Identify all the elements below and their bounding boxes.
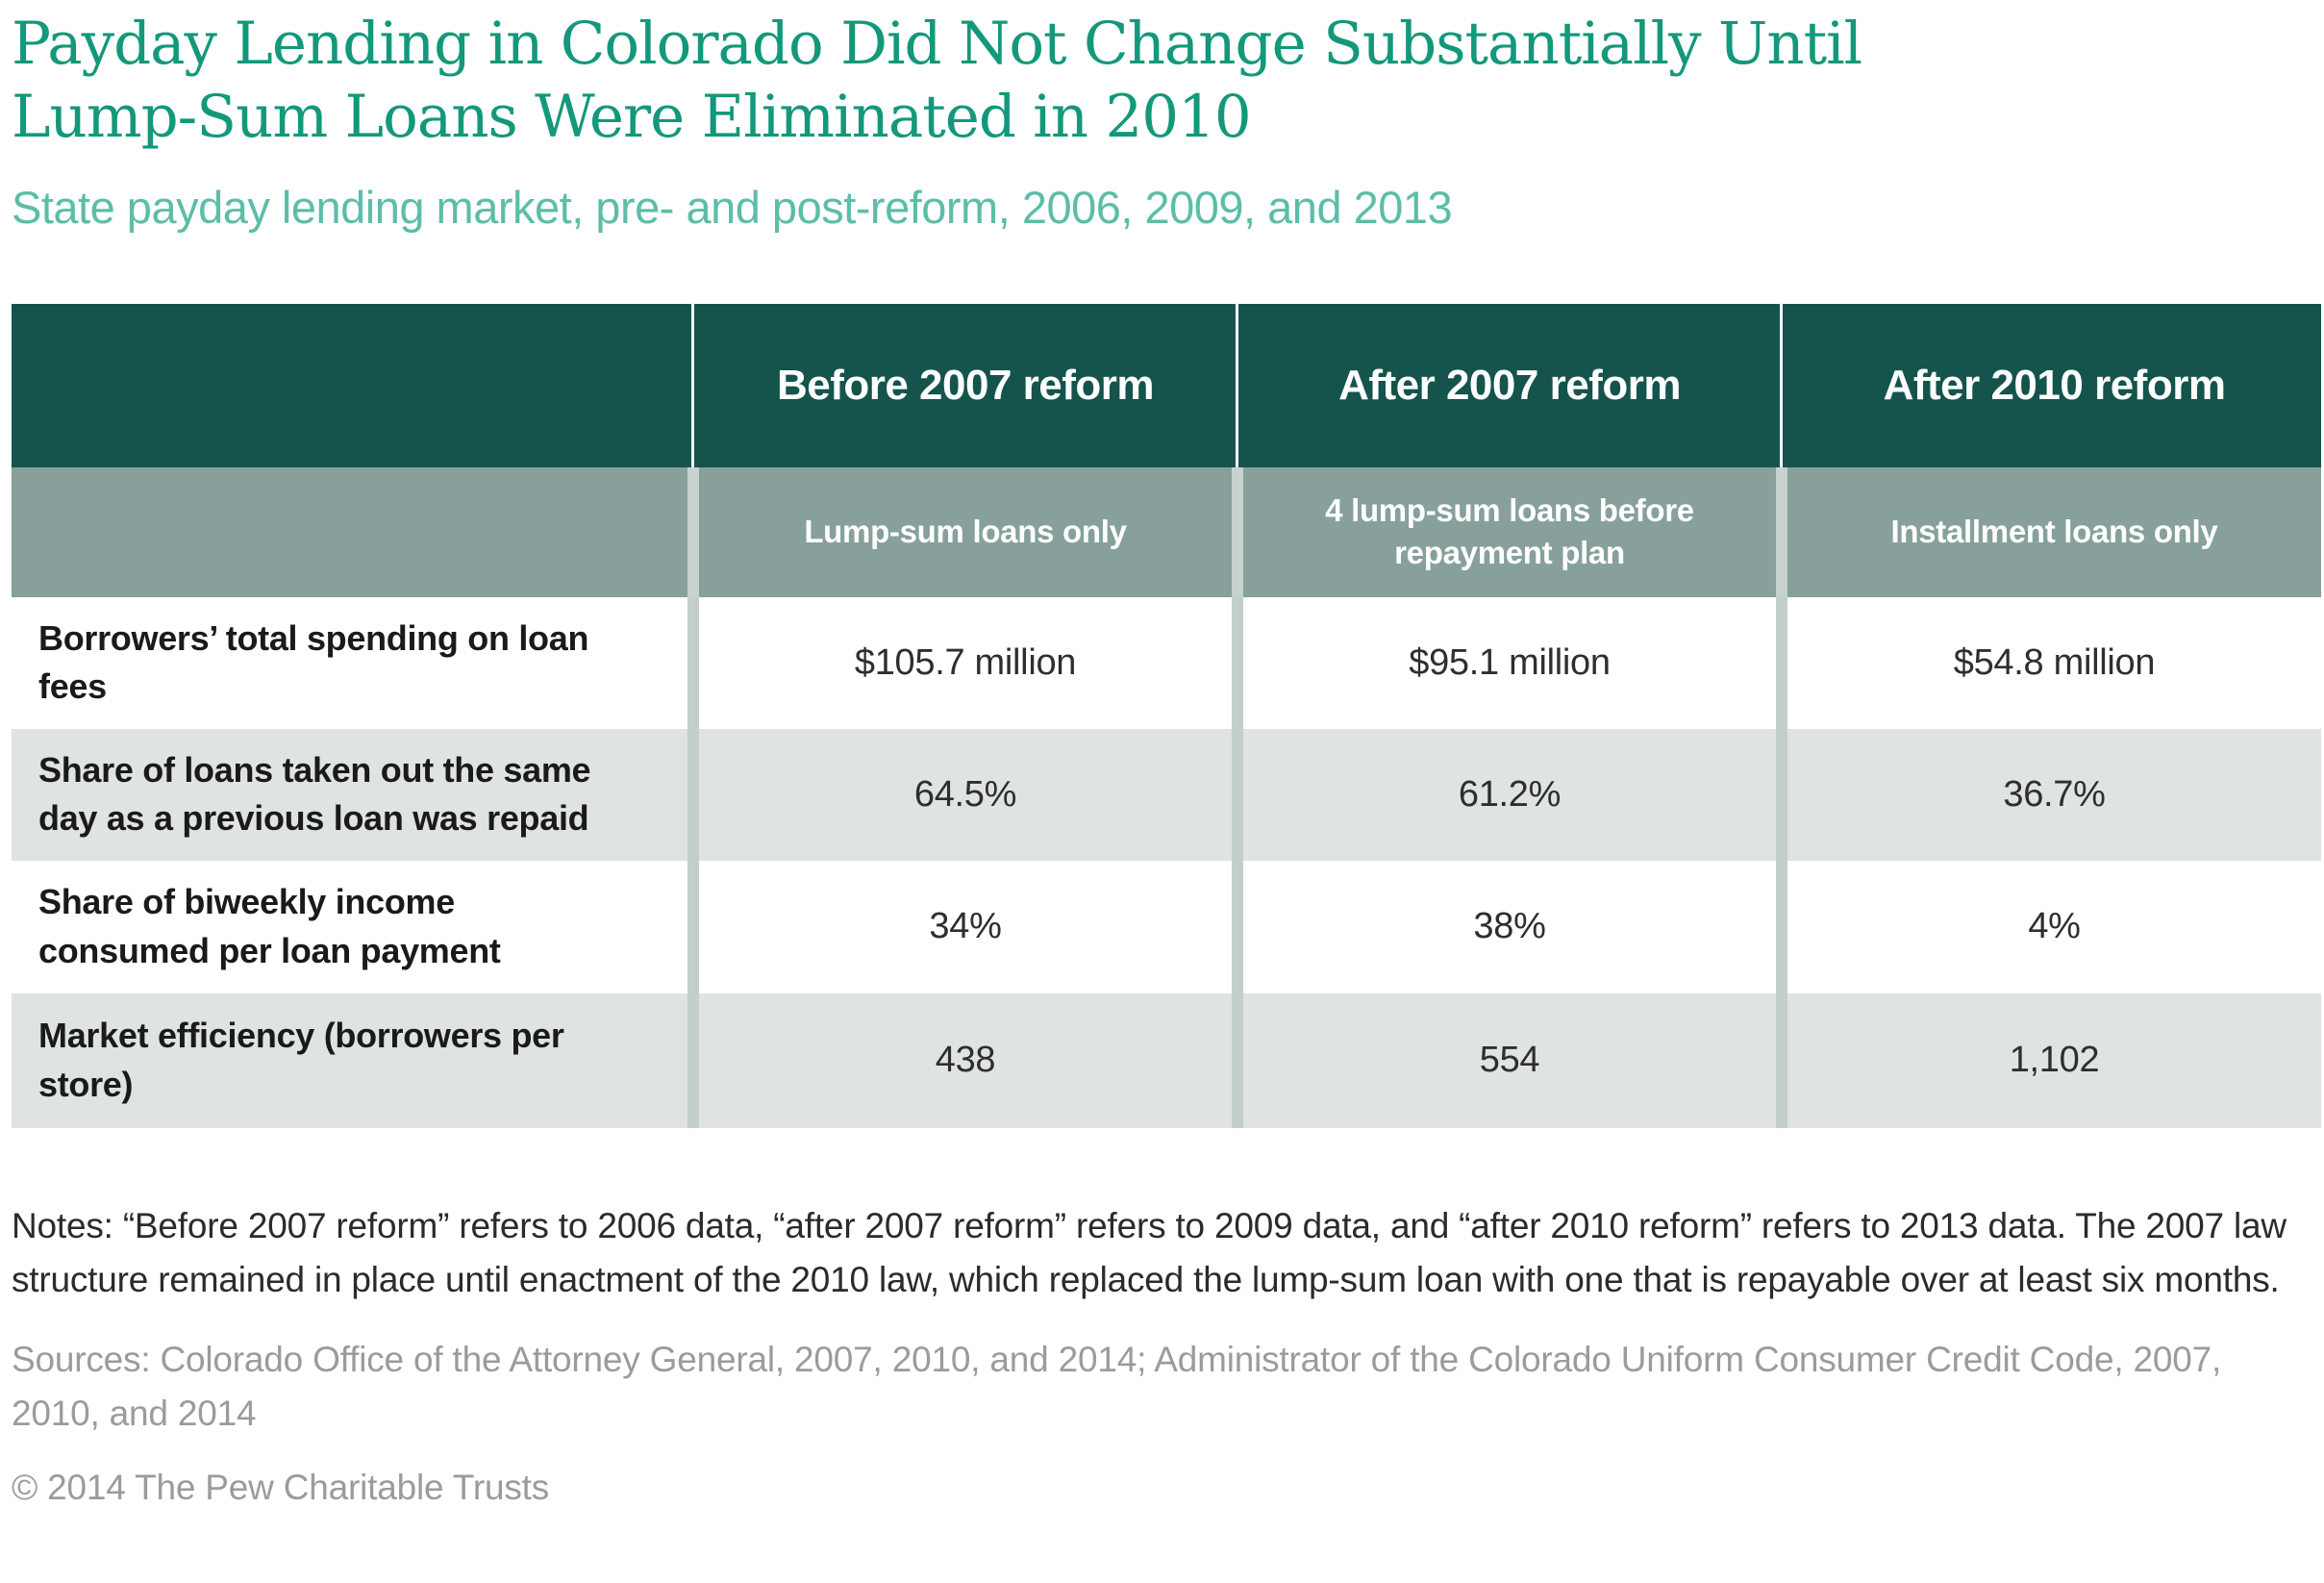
figure-subtitle: State payday lending market, pre- and po… (12, 181, 1453, 233)
value-cell: 4% (1787, 860, 2321, 993)
figure-title: Payday Lending in Colorado Did Not Chang… (12, 8, 2324, 155)
column-divider (1232, 993, 1243, 1128)
copyright-text: © 2014 The Pew Charitable Trusts (12, 1468, 550, 1508)
table-header-after-2007: After 2007 reform (1243, 303, 1776, 467)
table-header-after-2010: After 2010 reform (1787, 303, 2321, 467)
column-divider (1232, 466, 1243, 597)
value-cell: 1,102 (1787, 993, 2321, 1128)
column-divider (1776, 596, 1787, 729)
column-divider (1232, 860, 1243, 993)
column-divider (687, 596, 699, 729)
column-divider (1232, 728, 1243, 861)
column-divider (687, 728, 699, 861)
column-divider (1232, 596, 1243, 729)
row-label-same-day-loans: Share of loans taken out the same day as… (12, 728, 687, 861)
value-cell: 438 (699, 993, 1232, 1128)
column-divider (687, 860, 699, 993)
table-subheader-lump-sum-only: Lump-sum loans only (699, 466, 1232, 597)
table-header-before-2007: Before 2007 reform (699, 303, 1232, 467)
column-divider (687, 303, 699, 467)
table-subheader-corner-cell (12, 466, 687, 597)
column-divider (687, 466, 699, 597)
column-divider (1776, 303, 1787, 467)
value-cell: 36.7% (1787, 728, 2321, 861)
column-divider (1776, 993, 1787, 1128)
value-cell: 554 (1243, 993, 1776, 1128)
sources-text: Sources: Colorado Office of the Attorney… (12, 1339, 2222, 1434)
table-subheader-4-lump-sum: 4 lump-sum loans before repayment plan (1243, 466, 1776, 597)
value-cell: 34% (699, 860, 1232, 993)
column-divider (1776, 728, 1787, 861)
notes-text: Notes: “Before 2007 reform” refers to 20… (12, 1205, 2287, 1300)
data-table: Before 2007 reform After 2007 reform Aft… (12, 303, 2321, 1128)
row-label-biweekly-income: Share of biweekly income consumed per lo… (12, 860, 687, 993)
value-cell: $54.8 million (1787, 596, 2321, 729)
column-divider (1232, 303, 1243, 467)
row-label-market-efficiency: Market efficiency (borrowers per store) (12, 993, 687, 1128)
figure-title-line-2: Lump-Sum Loans Were Eliminated in 2010 (12, 83, 1252, 152)
value-cell: $105.7 million (699, 596, 1232, 729)
column-divider (1776, 860, 1787, 993)
value-cell: 61.2% (1243, 728, 1776, 861)
column-divider (1776, 466, 1787, 597)
table-header-corner-cell (12, 303, 687, 467)
column-divider (687, 993, 699, 1128)
table-subheader-installment-only: Installment loans only (1787, 466, 2321, 597)
value-cell: 38% (1243, 860, 1776, 993)
row-label-loan-fees: Borrowers’ total spending on loan fees (12, 596, 687, 729)
value-cell: $95.1 million (1243, 596, 1776, 729)
value-cell: 64.5% (699, 728, 1232, 861)
figure-title-line-1: Payday Lending in Colorado Did Not Chang… (12, 10, 1862, 78)
